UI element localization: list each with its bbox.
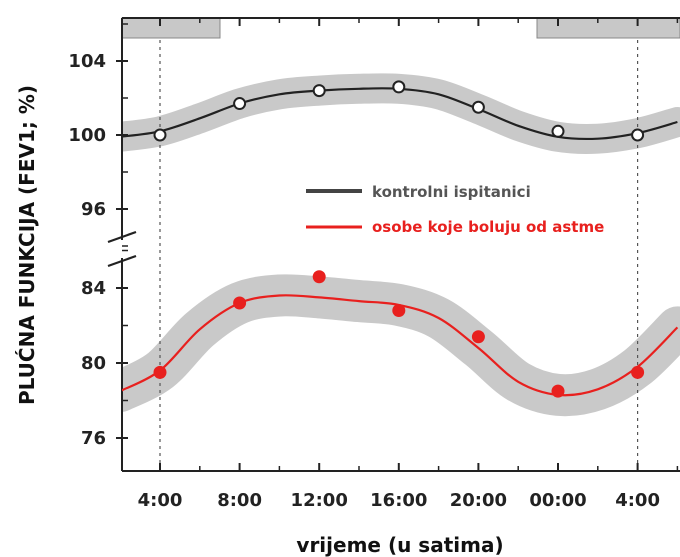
confidence-bands <box>122 73 680 417</box>
confidence-band-control <box>122 73 680 154</box>
data-point-asthma <box>551 384 565 398</box>
y-tick-label: 76 <box>81 428 106 449</box>
axis-break-mark <box>107 230 137 244</box>
x-tick-label: 4:00 <box>138 490 183 511</box>
data-point-asthma <box>392 304 406 317</box>
dark-period-bars <box>121 17 680 39</box>
data-point-asthma <box>153 365 167 379</box>
data-point-control <box>631 128 645 142</box>
data-point-control <box>153 128 167 142</box>
axis-break-mark <box>107 254 137 268</box>
reference-lines <box>159 40 639 470</box>
y-tick-label: 100 <box>68 125 106 146</box>
x-axis-title: vrijeme (u satima) <box>296 533 503 557</box>
dark-period-bar <box>121 17 221 39</box>
data-point-asthma <box>631 365 645 379</box>
data-point-asthma <box>471 330 485 344</box>
y-tick-label: 80 <box>81 353 106 374</box>
y-tick-label: 84 <box>81 278 106 299</box>
data-point-control <box>392 80 406 94</box>
x-tick-label: 00:00 <box>529 490 586 511</box>
x-tick-label: 4:00 <box>615 490 660 511</box>
data-points <box>153 80 645 398</box>
x-tick-label: 20:00 <box>450 490 507 511</box>
data-point-control <box>471 100 485 114</box>
axes <box>107 17 680 472</box>
x-tick-label: 12:00 <box>291 490 348 511</box>
y-tick-label: 96 <box>81 199 106 220</box>
x-tick-label: 16:00 <box>370 490 427 511</box>
legend-label-control: kontrolni ispitanici <box>372 183 531 201</box>
legend: kontrolni ispitanici osobe koje boluju o… <box>306 183 604 236</box>
y-tick-label: 104 <box>68 51 106 72</box>
data-point-asthma <box>233 296 247 310</box>
tick-labels: 96 100 104 76 80 84 4:00 8:00 12:00 16:00 20:00 00:… <box>68 51 660 511</box>
legend-label-asthma: osobe koje boluju od astme <box>372 218 604 236</box>
data-point-control <box>312 84 326 98</box>
y-axis-title: PLUĆNA FUNKCIJA (FEV1; %) <box>15 85 39 405</box>
data-point-asthma <box>312 270 326 284</box>
x-tick-label: 8:00 <box>217 490 262 511</box>
data-point-control <box>551 124 565 138</box>
data-point-control <box>233 97 247 111</box>
